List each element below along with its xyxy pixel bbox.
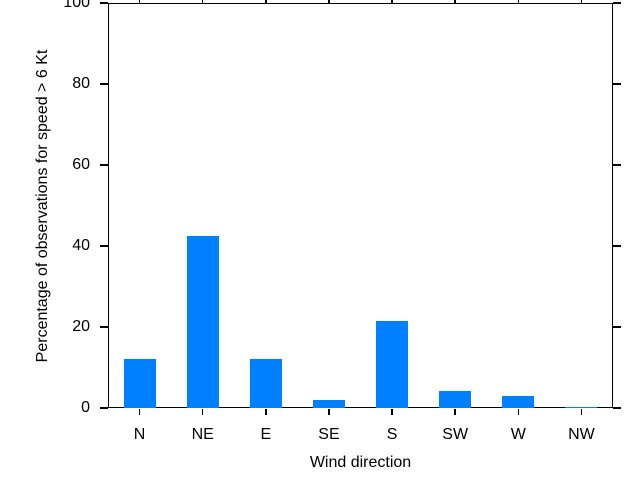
x-tick-label-N: N <box>133 426 146 443</box>
bar-W <box>502 396 535 408</box>
x-tick-mark-bottom <box>201 409 204 415</box>
y-tick-label-40: 40 <box>72 237 90 254</box>
x-tick-label-E: E <box>260 426 272 443</box>
y-tick-label-100: 100 <box>63 0 90 11</box>
y-tick-mark-left <box>100 326 108 328</box>
y-tick-label-20: 20 <box>72 318 90 335</box>
y-tick-label-80: 80 <box>72 75 90 92</box>
x-tick-mark-bottom <box>454 409 456 415</box>
x-tick-mark-bottom <box>580 409 583 415</box>
x-tick-mark-top <box>580 0 583 3</box>
bar-SW <box>439 390 472 408</box>
bar-SE <box>312 400 345 408</box>
x-tick-mark-top <box>517 0 520 3</box>
x-tick-mark-bottom <box>265 409 267 415</box>
y-tick-mark-left <box>100 83 108 85</box>
y-tick-mark-left <box>100 407 108 409</box>
x-axis-title: Wind direction <box>309 454 412 471</box>
x-tick-label-NW: NW <box>568 426 595 443</box>
y-tick-mark-right <box>613 83 621 85</box>
x-tick-mark-top <box>201 0 204 3</box>
y-tick-mark-right <box>613 245 621 247</box>
y-tick-mark-left <box>100 2 108 4</box>
y-axis-title: Percentage of observations for speed > 6… <box>34 49 51 363</box>
y-tick-mark-right <box>613 326 621 328</box>
x-tick-label-SW: SW <box>442 426 469 443</box>
x-tick-mark-top <box>454 0 456 3</box>
x-tick-mark-top <box>328 0 330 3</box>
x-tick-mark-bottom <box>391 409 393 415</box>
bar-N <box>123 358 156 408</box>
y-tick-mark-left <box>100 245 108 247</box>
x-tick-mark-bottom <box>517 409 520 415</box>
bar-E <box>249 358 282 408</box>
x-tick-mark-top <box>265 0 267 3</box>
y-tick-mark-left <box>100 164 108 166</box>
y-tick-mark-right <box>613 407 621 409</box>
y-tick-label-60: 60 <box>72 156 90 173</box>
y-tick-mark-right <box>613 2 621 4</box>
plot-area <box>108 3 613 408</box>
x-tick-mark-bottom <box>138 409 141 415</box>
x-tick-mark-top <box>391 0 393 3</box>
x-tick-label-W: W <box>510 426 526 443</box>
y-tick-label-0: 0 <box>81 399 90 416</box>
x-tick-label-S: S <box>386 426 398 443</box>
y-tick-mark-right <box>613 164 621 166</box>
bar-S <box>376 321 409 408</box>
x-tick-label-NE: NE <box>191 426 214 443</box>
x-tick-label-SE: SE <box>318 426 340 443</box>
bar-NW <box>565 406 598 408</box>
x-tick-mark-top <box>138 0 141 3</box>
bar-NE <box>186 235 219 408</box>
x-tick-mark-bottom <box>328 409 330 415</box>
